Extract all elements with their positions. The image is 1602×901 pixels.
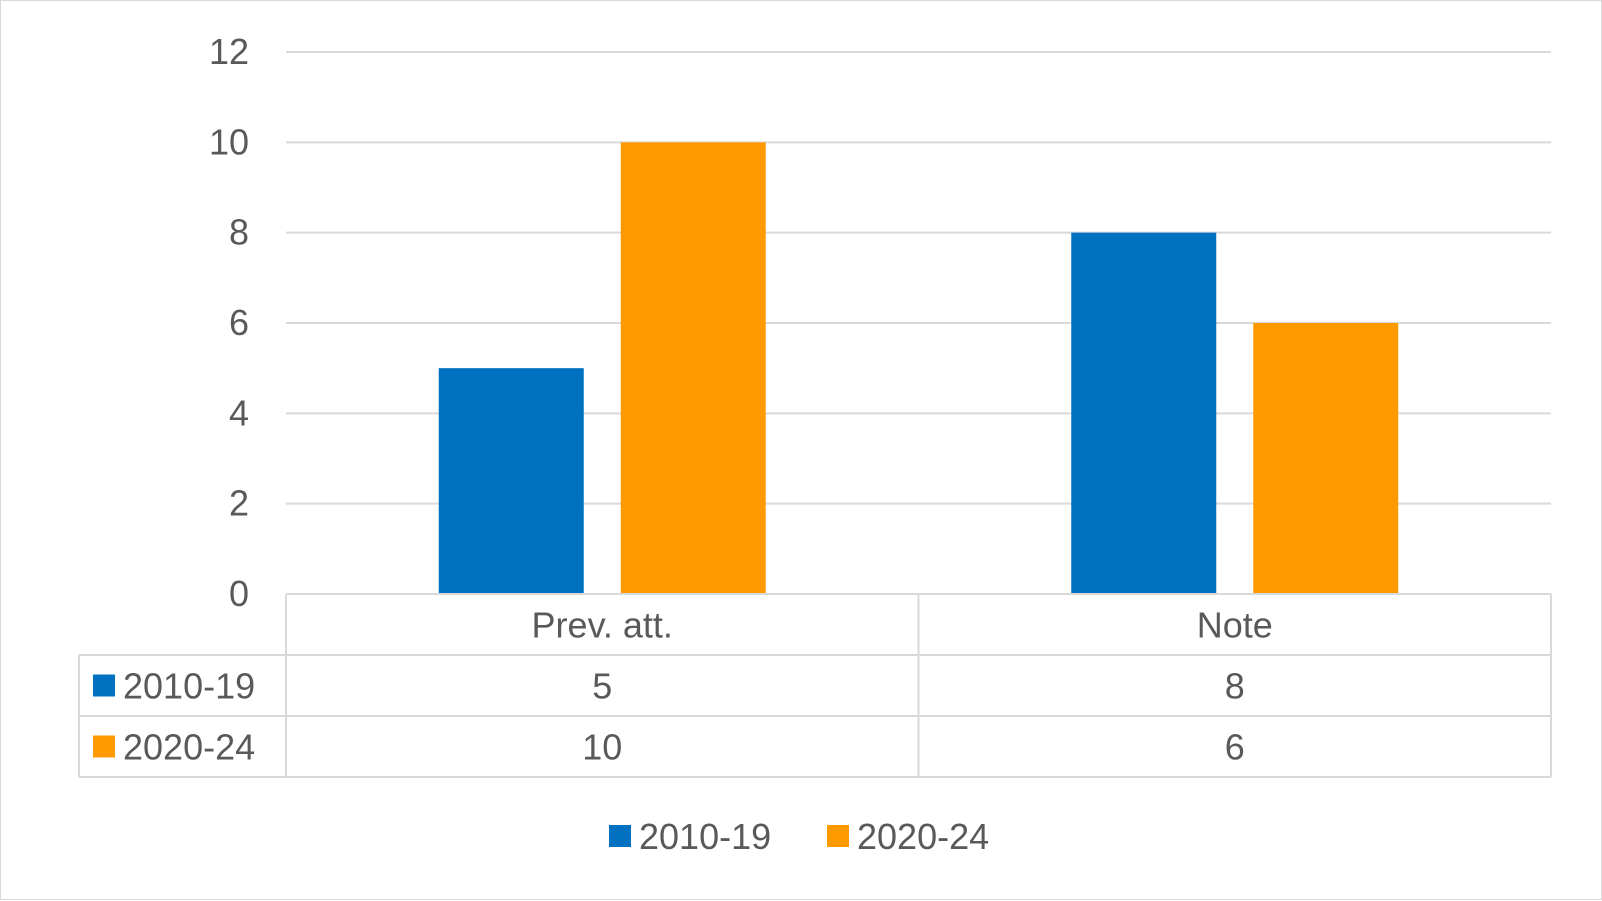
bar-2-2 xyxy=(1253,323,1399,594)
y-tick-label: 2 xyxy=(229,483,249,524)
y-tick-label: 12 xyxy=(209,31,249,72)
y-axis-ticks: 0 2 4 6 8 10 12 xyxy=(209,31,249,614)
bar-1-1 xyxy=(438,368,584,594)
y-tick-label: 8 xyxy=(229,212,249,253)
data-table: Prev. att. Note 2010-19 5 8 2020-24 10 6 xyxy=(78,593,1552,778)
bar-2-1 xyxy=(620,142,766,595)
table-series-label: 2010-19 xyxy=(123,666,255,707)
table-legend-key xyxy=(93,674,115,697)
table-value: 10 xyxy=(582,727,622,768)
y-tick-label: 4 xyxy=(229,392,249,433)
bars xyxy=(438,142,1399,595)
category-label: Prev. att. xyxy=(532,605,673,646)
legend-key xyxy=(827,825,849,847)
table-legend-key xyxy=(93,735,115,758)
y-tick-label: 0 xyxy=(229,573,249,614)
table-value: 8 xyxy=(1225,666,1245,707)
category-label: Note xyxy=(1197,605,1273,646)
table-series-label: 2020-24 xyxy=(123,727,255,768)
legend-key xyxy=(609,825,631,847)
y-tick-label: 10 xyxy=(209,121,249,162)
table-value: 6 xyxy=(1225,727,1245,768)
legend: 2010-19 2020-24 xyxy=(609,816,989,857)
legend-label: 2010-19 xyxy=(639,816,771,857)
y-tick-label: 6 xyxy=(229,302,249,343)
bar-1-2 xyxy=(1071,232,1217,594)
table-value: 5 xyxy=(592,666,612,707)
legend-label: 2020-24 xyxy=(857,816,989,857)
